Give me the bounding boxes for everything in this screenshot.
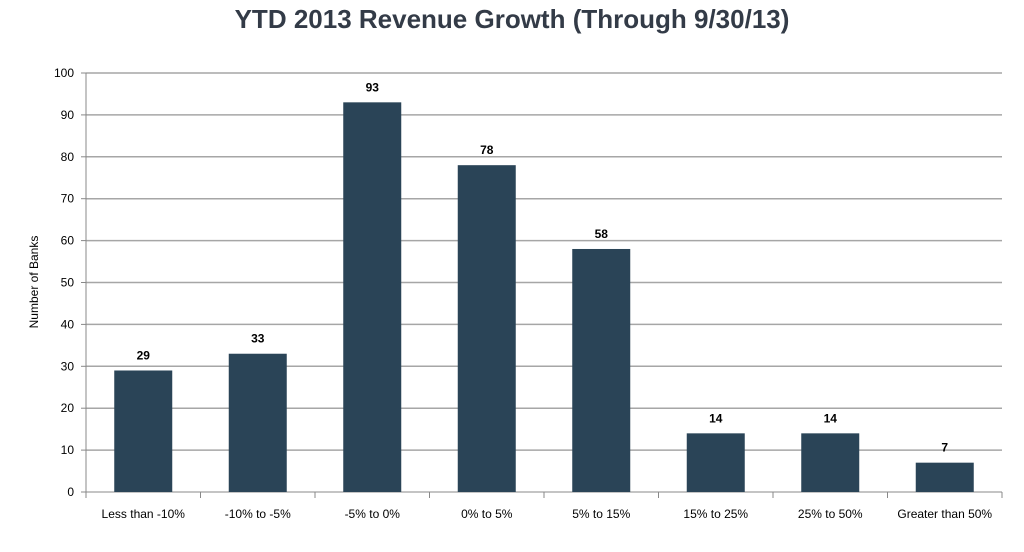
x-tick-label: 15% to 25% [683, 507, 748, 521]
x-tick-label: 5% to 15% [572, 507, 630, 521]
x-tick-label: Greater than 50% [897, 507, 992, 521]
y-tick-label: 0 [67, 485, 74, 499]
bar [801, 433, 860, 492]
data-label: 93 [366, 80, 380, 94]
y-tick-label: 100 [54, 66, 74, 80]
y-tick-label: 90 [61, 108, 75, 122]
labels: 0 10 20 30 40 50 60 70 80 90 100 29 Less than -10% 33… [54, 66, 992, 521]
y-tick-label: 20 [61, 401, 75, 415]
bar [686, 433, 745, 492]
y-tick-label: 50 [61, 276, 75, 290]
y-tick-label: 10 [61, 443, 75, 457]
y-tick-label: 40 [61, 317, 75, 331]
data-label: 29 [137, 348, 151, 362]
x-tick-label: Less than -10% [102, 507, 186, 521]
x-tick-label: -5% to 0% [345, 507, 401, 521]
bar [343, 102, 402, 492]
chart-title: YTD 2013 Revenue Growth (Through 9/30/13… [234, 4, 790, 34]
x-tick-label: 0% to 5% [461, 507, 513, 521]
data-label: 78 [480, 143, 494, 157]
axes [81, 72, 1003, 498]
y-tick-label: 80 [61, 150, 75, 164]
data-label: 33 [251, 332, 265, 346]
data-label: 7 [941, 441, 948, 455]
bar [915, 462, 974, 492]
y-tick-label: 60 [61, 234, 75, 248]
bar [228, 353, 287, 492]
y-tick-label: 30 [61, 359, 75, 373]
data-label: 14 [709, 411, 723, 425]
bar [457, 165, 516, 492]
data-label: 58 [595, 227, 609, 241]
y-tick-label: 70 [61, 192, 75, 206]
y-axis-title: Number of Banks [27, 236, 41, 329]
bar [114, 370, 173, 492]
x-tick-label: 25% to 50% [798, 507, 863, 521]
gridlines [86, 72, 1002, 451]
bars [114, 102, 974, 492]
data-label: 14 [824, 411, 838, 425]
x-tick-label: -10% to -5% [225, 507, 291, 521]
bar [572, 248, 631, 492]
